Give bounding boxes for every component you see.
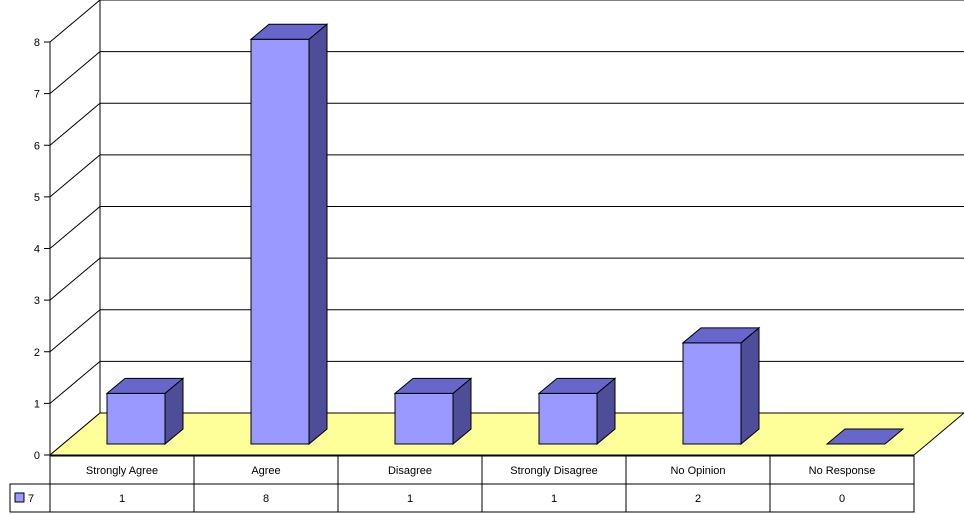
category-label: No Opinion (670, 465, 725, 477)
gridline (49, 154, 964, 198)
category-label: No Response (809, 465, 876, 477)
bar-side (740, 326, 760, 446)
y-tick-label: 2 (34, 347, 40, 359)
gridline (49, 206, 964, 249)
bar-front (106, 392, 166, 445)
y-tick-label: 8 (34, 37, 40, 49)
bar (249, 23, 329, 446)
bar-front (250, 38, 310, 445)
legend-label: 7 (28, 493, 34, 505)
legend-swatch (14, 492, 25, 503)
gridline (49, 0, 964, 43)
y-tick-labels: 0 1 2 3 4 5 6 7 8 (34, 37, 40, 462)
bar-top (681, 327, 761, 344)
data-label: 1 (551, 493, 557, 505)
y-tick-label: 0 (34, 450, 40, 462)
y-tick-label: 7 (34, 89, 40, 101)
y-tick-label: 3 (34, 295, 40, 307)
chart-floor (48, 412, 964, 456)
category-label: Agree (251, 465, 280, 477)
y-axis (44, 41, 51, 456)
bar (681, 326, 761, 446)
gridline (49, 257, 964, 301)
gridline (49, 102, 964, 146)
gridline (49, 360, 964, 404)
bar (105, 377, 185, 446)
bar (393, 377, 473, 446)
data-label: 1 (407, 493, 413, 505)
data-label: 8 (263, 493, 269, 505)
bar-front (538, 392, 598, 445)
data-table: Strongly Agree 1 Agree 8 Disagree 1 Strongly D… (9, 455, 915, 513)
data-label: 2 (695, 493, 701, 505)
gridlines (49, 0, 964, 456)
bar-top (105, 377, 185, 394)
bar (825, 428, 905, 445)
y-tick-label: 1 (34, 398, 40, 410)
y-tick-label: 5 (34, 192, 40, 204)
bar-top (825, 428, 905, 445)
bar-top (249, 23, 329, 40)
bar-front (682, 342, 742, 445)
y-tick-label: 4 (34, 244, 40, 256)
category-label: Strongly Agree (86, 465, 158, 477)
bar-top (537, 377, 617, 394)
chart-floor-plane (48, 412, 964, 456)
y-tick-label: 6 (34, 140, 40, 152)
bar-top (393, 377, 473, 394)
bar-side (308, 23, 328, 446)
bar (537, 377, 617, 446)
category-label: Strongly Disagree (510, 465, 597, 477)
data-label: 1 (119, 493, 125, 505)
bar-front (394, 392, 454, 445)
gridline (49, 51, 964, 95)
gridline (49, 309, 964, 353)
category-label: Disagree (388, 465, 432, 477)
bars (105, 23, 905, 446)
table-value-row (9, 483, 915, 513)
data-label: 0 (839, 493, 845, 505)
